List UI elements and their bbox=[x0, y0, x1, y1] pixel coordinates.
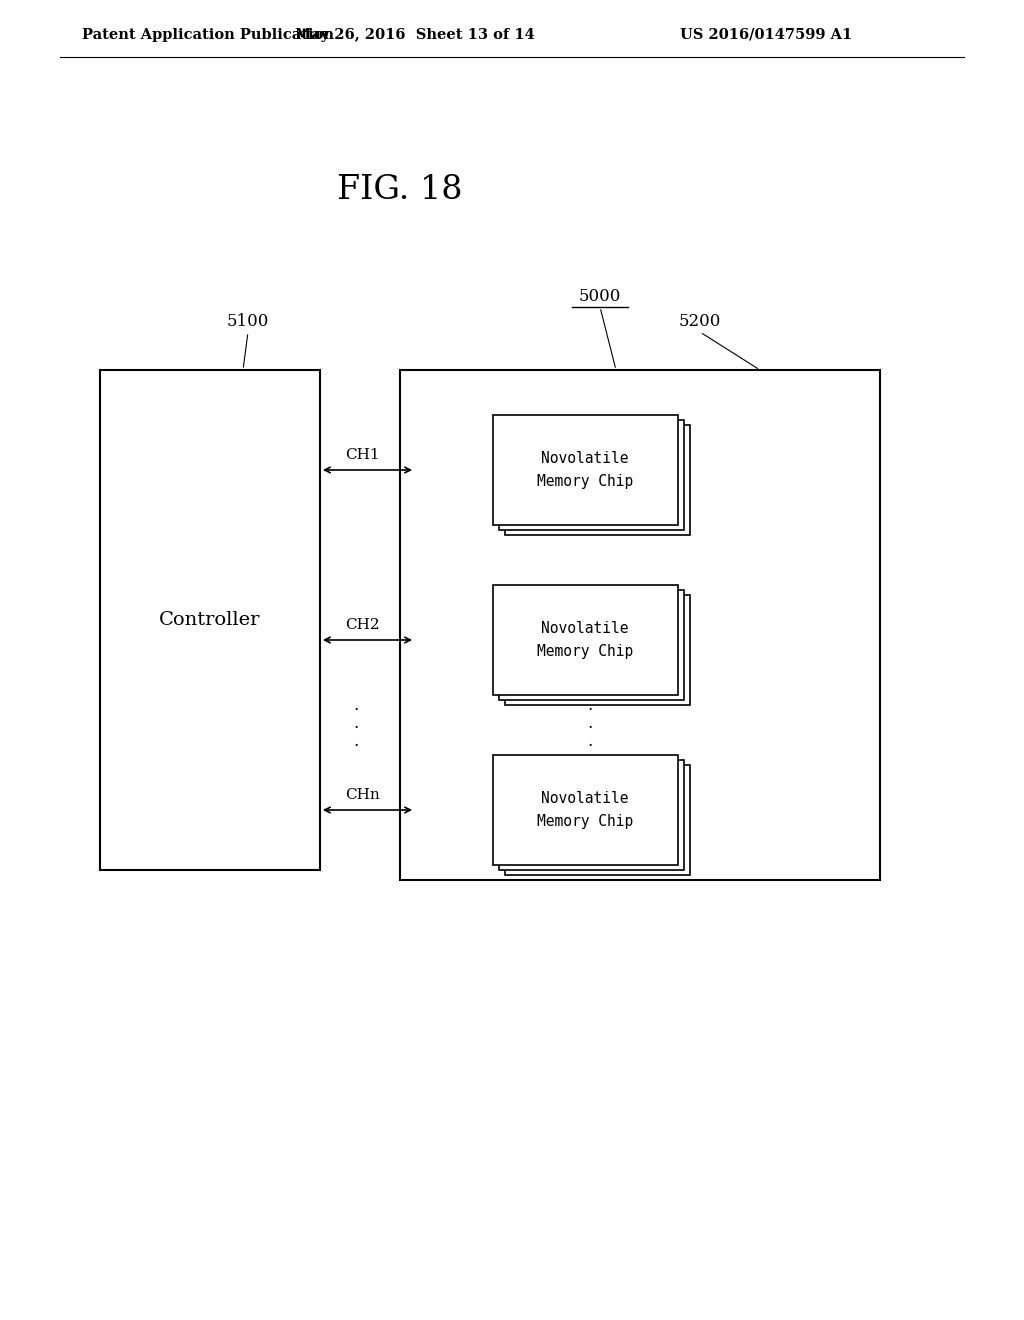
Text: CH2: CH2 bbox=[345, 618, 380, 632]
Text: .: . bbox=[353, 697, 358, 714]
Bar bbox=[499, 420, 683, 531]
Text: US 2016/0147599 A1: US 2016/0147599 A1 bbox=[680, 28, 852, 42]
Text: FIG. 18: FIG. 18 bbox=[337, 174, 463, 206]
Bar bbox=[499, 760, 683, 870]
Text: Novolatile
Memory Chip: Novolatile Memory Chip bbox=[537, 622, 633, 659]
Bar bbox=[493, 585, 678, 696]
Bar bbox=[493, 755, 678, 865]
Text: Novolatile
Memory Chip: Novolatile Memory Chip bbox=[537, 451, 633, 488]
Text: May 26, 2016  Sheet 13 of 14: May 26, 2016 Sheet 13 of 14 bbox=[295, 28, 535, 42]
Text: CH1: CH1 bbox=[345, 447, 380, 462]
Text: .: . bbox=[353, 733, 358, 750]
Text: Patent Application Publication: Patent Application Publication bbox=[82, 28, 334, 42]
Text: .: . bbox=[588, 733, 593, 750]
Text: .: . bbox=[353, 714, 358, 731]
Text: 5100: 5100 bbox=[226, 313, 269, 330]
Bar bbox=[493, 414, 678, 525]
Text: .: . bbox=[588, 697, 593, 714]
Bar bbox=[400, 370, 880, 880]
Bar bbox=[505, 766, 689, 875]
Text: Novolatile
Memory Chip: Novolatile Memory Chip bbox=[537, 792, 633, 829]
Bar bbox=[100, 370, 319, 870]
Bar bbox=[505, 425, 689, 535]
Text: 5200: 5200 bbox=[679, 313, 721, 330]
Bar bbox=[499, 590, 683, 700]
Bar bbox=[505, 595, 689, 705]
Text: CHn: CHn bbox=[345, 788, 380, 803]
Text: .: . bbox=[588, 714, 593, 731]
Text: 5000: 5000 bbox=[579, 288, 622, 305]
Text: Controller: Controller bbox=[160, 611, 261, 630]
